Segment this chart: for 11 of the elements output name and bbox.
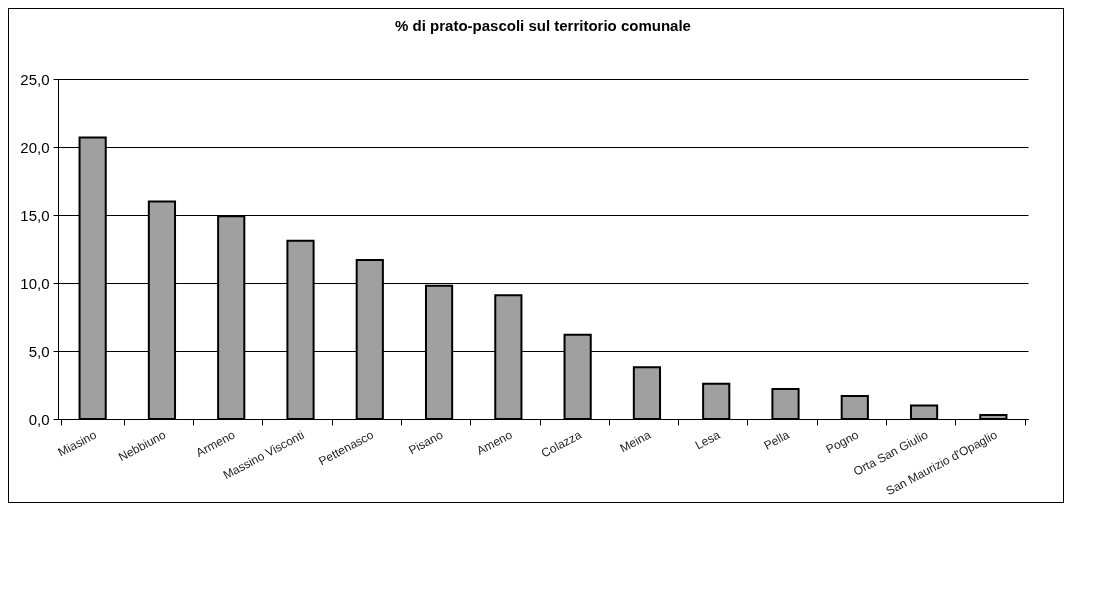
chart-title: % di prato-pascoli sul territorio comunale [395,17,691,34]
y-tick-label: 20,0 [20,138,50,156]
x-tick-label: Meina [617,427,654,456]
y-tick-label: 10,0 [20,274,50,292]
y-tick-label: 5,0 [28,342,50,360]
x-tick-label: Lesa [692,427,723,453]
y-tick-label: 0,0 [28,410,50,428]
x-tick-label: Pogno [823,427,862,457]
y-tick-label: 15,0 [20,206,50,224]
x-tick-label: Pella [761,427,792,453]
y-tick-label: 25,0 [20,70,50,88]
